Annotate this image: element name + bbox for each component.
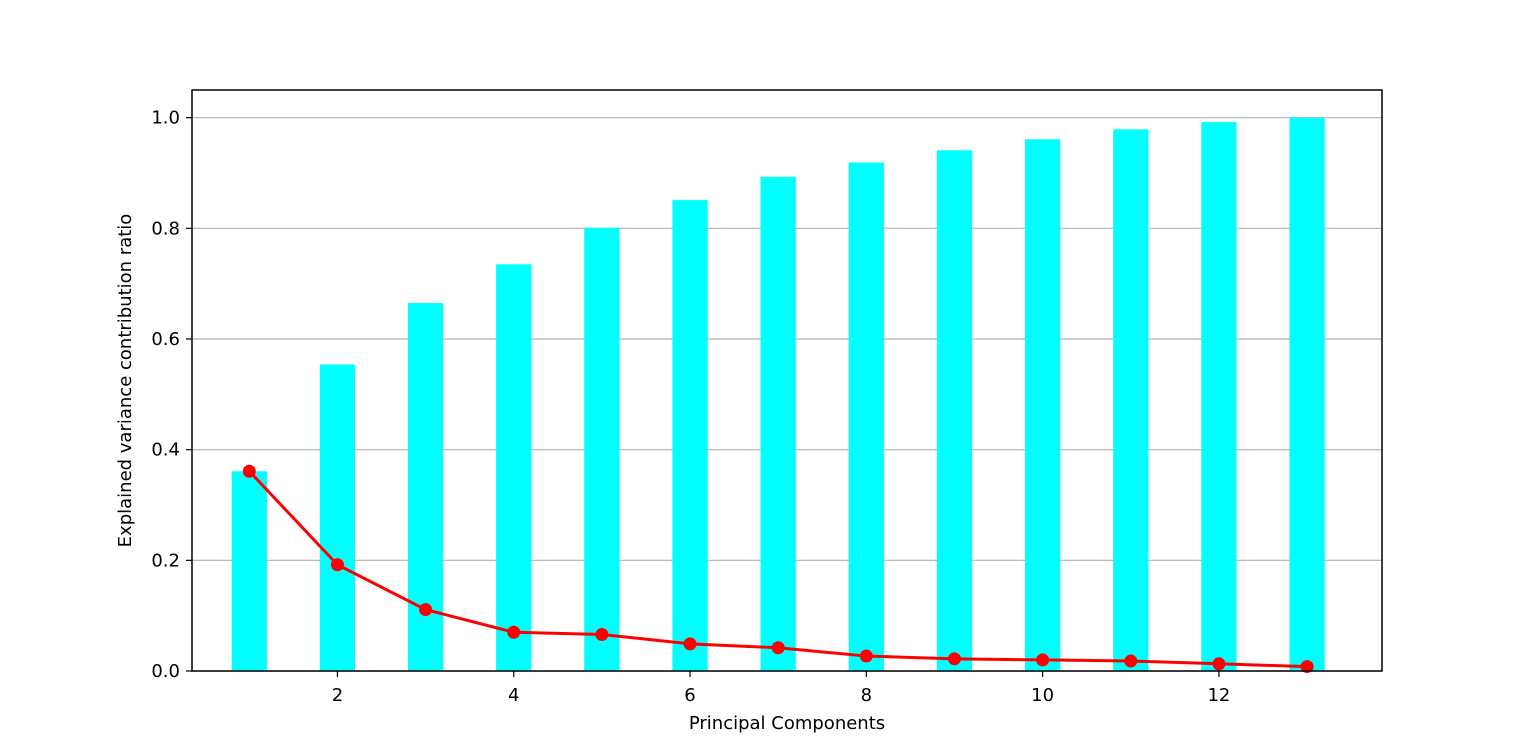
bar-pc-2 xyxy=(319,364,356,671)
y-axis-label: Explained variance contribution ratio xyxy=(115,214,136,548)
y-axis: 0.0 0.2 0.4 0.6 0.8 1.0 xyxy=(151,108,192,682)
x-tick-label: 10 xyxy=(1031,685,1054,706)
y-tick-label: 0.4 xyxy=(151,440,180,461)
bar-pc-12 xyxy=(1201,122,1237,672)
x-axis: 2 4 6 8 10 12 xyxy=(332,671,1230,706)
bar-pc-6 xyxy=(672,200,708,671)
line-point-pc-5 xyxy=(595,627,609,641)
bars-layer xyxy=(231,117,1325,672)
y-tick-label: 0.0 xyxy=(151,661,180,682)
line-point-pc-1 xyxy=(242,464,256,478)
x-tick-label: 6 xyxy=(684,685,695,706)
bar-pc-8 xyxy=(848,162,884,671)
line-point-pc-11 xyxy=(1124,654,1138,668)
plot-frame xyxy=(191,89,1383,672)
bar-pc-1 xyxy=(231,471,267,671)
y-tick-label: 1.0 xyxy=(151,108,180,129)
line-point-pc-12 xyxy=(1212,657,1226,671)
x-tick-label: 2 xyxy=(332,685,343,706)
x-tick-label: 12 xyxy=(1207,685,1230,706)
line-point-pc-7 xyxy=(771,641,785,655)
x-axis-label: Principal Components xyxy=(689,713,885,734)
line-point-pc-2 xyxy=(330,558,344,572)
x-tick-label: 8 xyxy=(861,685,872,706)
line-point-pc-13 xyxy=(1300,660,1314,674)
line-layer xyxy=(242,464,1314,674)
y-tick-label: 0.8 xyxy=(151,218,180,239)
bar-pc-7 xyxy=(760,176,796,671)
x-tick-label: 4 xyxy=(508,685,519,706)
bar-pc-5 xyxy=(584,227,620,671)
bar-pc-11 xyxy=(1113,129,1149,671)
line-point-pc-10 xyxy=(1036,653,1050,667)
line-point-pc-8 xyxy=(859,649,873,663)
line-point-pc-3 xyxy=(419,603,433,617)
y-tick-label: 0.6 xyxy=(151,329,180,350)
bar-pc-10 xyxy=(1025,139,1061,671)
line-point-pc-4 xyxy=(507,625,521,639)
line-point-pc-9 xyxy=(947,652,961,666)
bar-pc-9 xyxy=(936,150,973,671)
bar-pc-4 xyxy=(496,264,532,671)
y-tick-label: 0.2 xyxy=(151,550,180,571)
line-point-pc-6 xyxy=(683,637,697,651)
bar-pc-13 xyxy=(1289,117,1325,671)
